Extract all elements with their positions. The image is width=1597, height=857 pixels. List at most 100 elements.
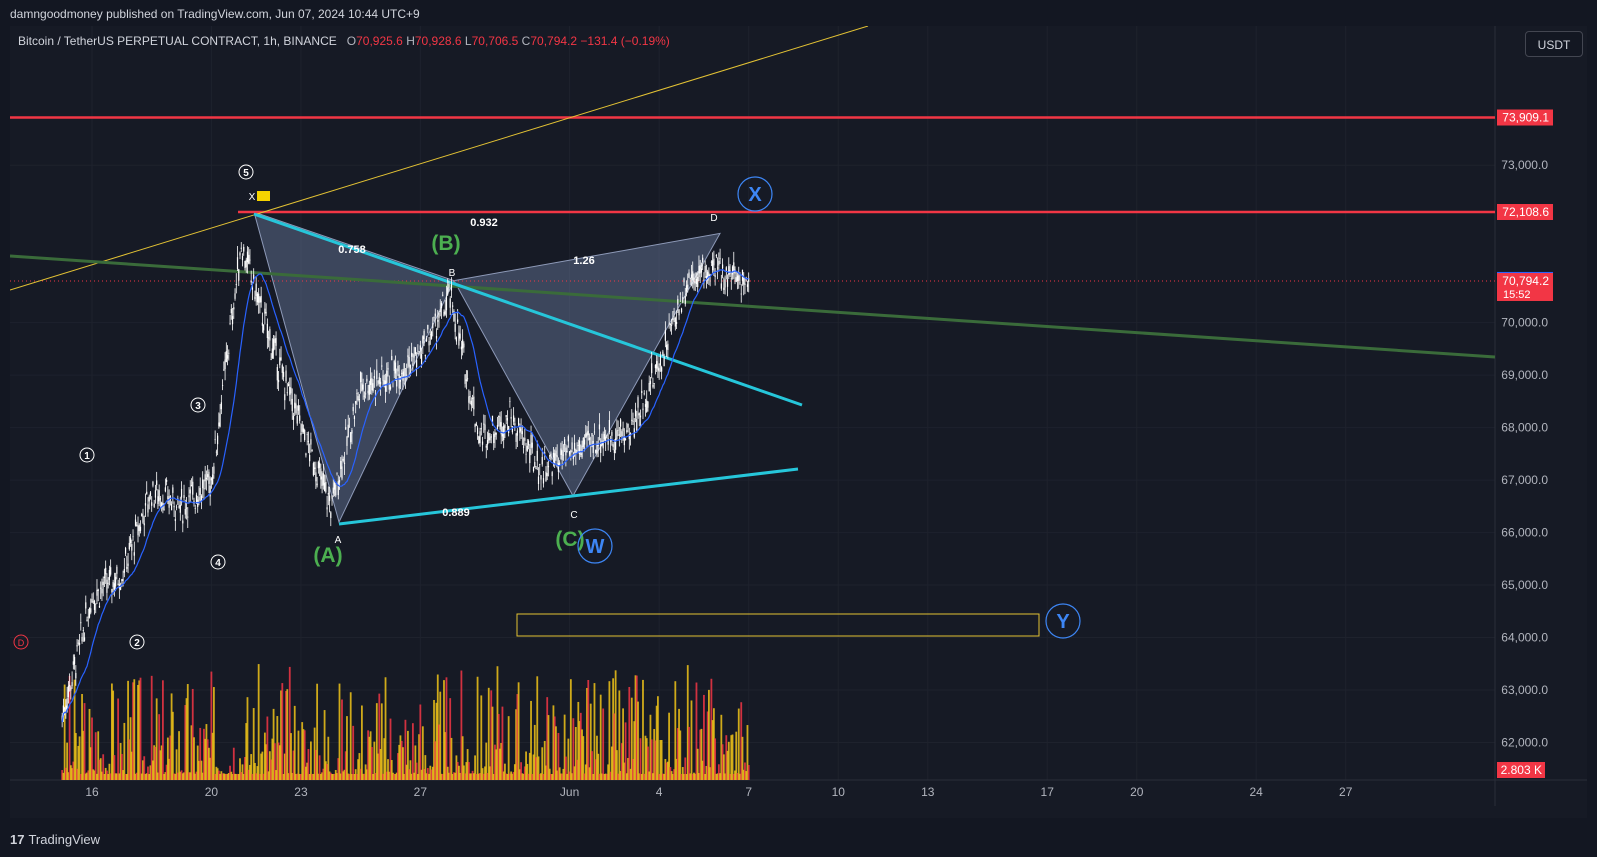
candle-body [734,269,736,274]
candle-body [97,589,99,591]
candle-body [62,705,64,718]
target-zone-box [516,613,1040,637]
volume-bar [552,705,555,780]
volume-bar [148,773,151,780]
candle-body [647,401,649,408]
candle-body [250,280,252,283]
candle-body [551,472,553,477]
volume-bar [170,693,173,780]
candle-body [110,567,112,575]
volume-bar [573,766,576,780]
volume-bar [715,773,718,780]
volume-bar [456,761,459,780]
volume-bar [504,763,506,780]
volume-bar [521,773,524,780]
candle-body [254,296,256,300]
volume-bar [277,742,280,780]
volume-bar [716,773,719,780]
volume-bar [117,698,120,780]
volume-bar [247,769,250,780]
volume-bar [308,773,311,780]
candle-body [639,415,642,418]
candle-body [537,476,540,485]
corrective-wave-label: (A) [313,544,342,567]
candle-body [331,495,333,499]
candle-body [587,430,589,436]
low-label: L [464,34,472,48]
x-tick-label: 4 [656,785,663,799]
candle-body [608,419,610,433]
candle-body [154,490,157,498]
volume-bar [271,738,274,780]
candle-body [656,361,658,369]
volume-bar [471,770,474,780]
volume-bar [255,773,258,780]
volume-bar [451,773,454,780]
chart-panel[interactable] [10,26,1587,818]
volume-bar [669,767,672,780]
volume-bar [424,755,427,780]
volume-bar [435,702,438,780]
volume-bar [561,773,564,780]
volume-bar [433,699,435,780]
candle-body [596,443,598,454]
candle-body [651,363,653,374]
volume-bar [482,773,485,780]
x-tick-label: 7 [745,785,752,799]
volume-bar [465,762,468,780]
candle-body [643,393,645,395]
volume-bar [538,773,541,780]
candle-body [428,341,430,346]
impulse-wave-label: 3 [195,401,201,412]
volume-bar [497,713,500,780]
candle-body [113,583,115,590]
candle-body [490,436,492,438]
candle-body [136,524,138,527]
candle-body [348,426,351,428]
currency-button[interactable]: USDT [1525,31,1583,57]
volume-bar [644,735,647,780]
candle-body [504,424,506,428]
volume-bar [281,683,284,780]
candle-body [280,357,282,361]
volume-bar [211,732,214,780]
candle-body [115,576,117,587]
candle-body [230,308,232,314]
candle-body [381,365,383,367]
candle-body [244,261,246,269]
volume-bar [154,746,157,780]
candle-body [128,542,130,550]
volume-bar [302,729,305,780]
candle-body [379,381,382,385]
candle-body [325,481,327,493]
candle-body [133,552,135,556]
candle-body [88,607,91,618]
volume-bar [531,773,534,780]
candle-body [478,436,480,443]
candle-body [399,377,402,382]
volume-bar [225,773,228,780]
candle-body [672,318,674,321]
flag-icon [257,191,270,201]
volume-bar [729,773,731,780]
candle-body [172,487,174,493]
candle-body [419,345,421,350]
volume-bar [195,771,198,780]
candle-body [479,431,481,444]
candle-body [626,430,628,432]
volume-bar [528,752,531,780]
candle-body [613,449,615,453]
volume-bar [609,771,612,780]
candle-body [199,487,201,496]
volume-bar [375,703,378,780]
volume-bar [96,773,98,780]
candle-body [362,384,364,390]
candle-body [483,423,485,425]
volume-bar [518,769,521,780]
volume-bar [633,721,636,780]
candle-body [86,619,88,622]
volume-bar [111,683,113,780]
volume-bar [250,754,253,780]
volume-bar [161,680,164,780]
